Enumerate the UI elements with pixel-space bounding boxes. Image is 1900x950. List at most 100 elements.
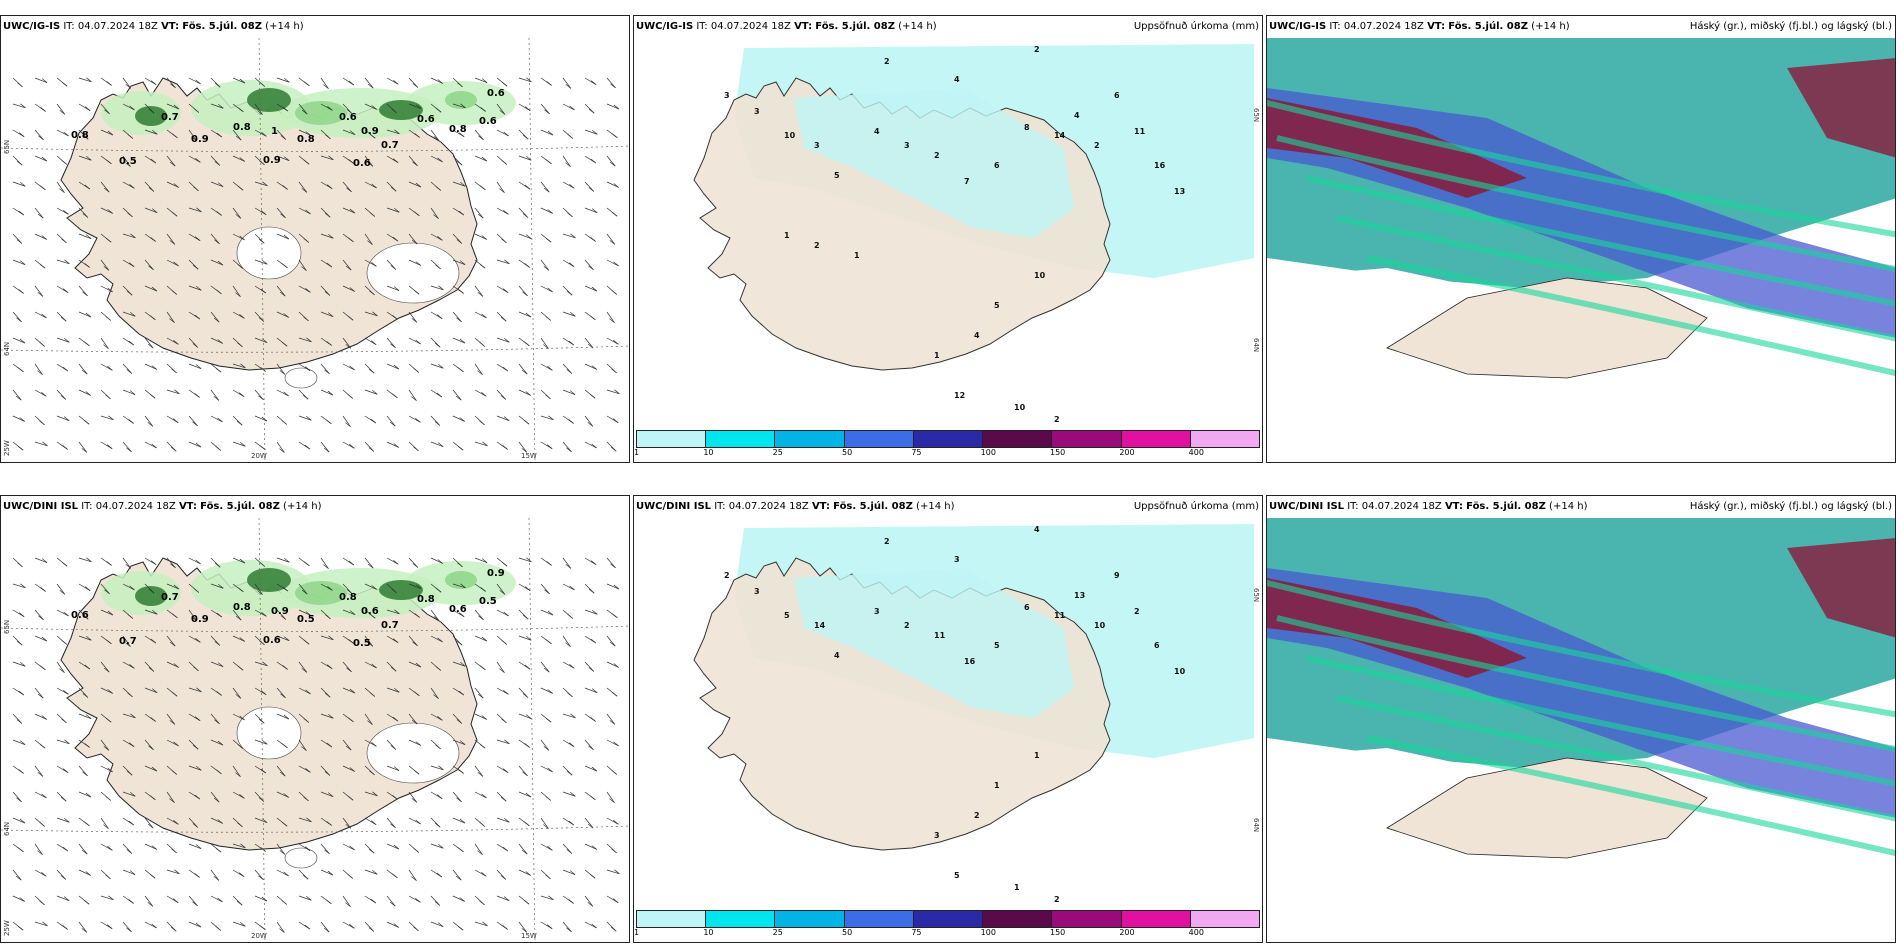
wind-barb-flag (326, 262, 333, 268)
wind-barb (496, 181, 505, 193)
wind-barb-flag (281, 821, 288, 827)
wind-barb-flag (306, 895, 312, 901)
wind-barb (364, 739, 377, 747)
glacier (366, 242, 460, 304)
wind-barb-flag (349, 130, 356, 135)
precip-value: 8 (1024, 123, 1030, 132)
wind-barb (34, 765, 44, 777)
wind-barb-flag (613, 261, 619, 267)
wind-barb-flag (569, 870, 576, 875)
wind-barb (540, 207, 553, 214)
wind-barb-flag (523, 899, 530, 905)
wind-barb-flag (590, 80, 597, 85)
wind-barb (584, 259, 594, 271)
wind-barb-flag (172, 418, 179, 423)
wind-barb (144, 363, 157, 370)
wind-barb-flag (173, 183, 180, 188)
wind-barb-flag (522, 693, 529, 698)
wind-barb-flag (370, 418, 377, 424)
wind-barb-flag (283, 234, 290, 240)
map-title: Uppsöfnuð úrkoma (mm) (1133, 21, 1259, 32)
wind-barb-flag (524, 743, 530, 748)
wind-barb-flag (191, 136, 197, 141)
wind-barb (496, 609, 509, 617)
wind-barb (56, 337, 70, 343)
wind-barb-flag (41, 235, 48, 240)
wind-barb (364, 311, 378, 317)
wind-barb (562, 583, 575, 591)
wind-barb (232, 635, 245, 642)
low-cloud (1787, 538, 1895, 638)
wind-barb (518, 389, 531, 396)
wind-barb (276, 363, 286, 375)
wind-barb-flag (390, 186, 397, 192)
wind-barb-flag (479, 900, 485, 906)
wind-barb-flag (415, 104, 422, 109)
precip-value: 6 (1154, 641, 1160, 650)
wind-barb-flag (283, 313, 290, 318)
wind-barb-flag (458, 847, 464, 853)
wind-barb (364, 77, 374, 89)
wind-barb (78, 441, 88, 453)
wind-barb-flag (108, 895, 114, 901)
wind-barb (518, 311, 532, 318)
wind-barb-flag (195, 364, 202, 369)
wind-barb-flag (258, 797, 265, 802)
precip-legend: 1 10 25 50 75 100 150 200 400 (634, 430, 1260, 458)
wind-barb (342, 687, 356, 694)
wind-barb-flag (459, 740, 466, 745)
wind-barb (100, 129, 114, 136)
wind-barb (78, 77, 92, 83)
wind-barb-flag (460, 181, 466, 187)
wind-barb-flag (19, 897, 26, 902)
wind-barb-flag (326, 899, 332, 905)
latitude-line (1, 625, 629, 632)
wind-barb-flag (436, 794, 443, 799)
wind-barb-flag (392, 236, 399, 242)
wind-barb (78, 921, 88, 933)
wind-barb (474, 233, 487, 240)
wind-barb (232, 921, 246, 927)
wind-barb-flag (504, 259, 510, 265)
wind-barb-flag (39, 822, 46, 827)
wind-barb-flag (543, 824, 549, 829)
wind-barb-flag (411, 239, 418, 245)
wind-barb-flag (149, 393, 156, 399)
wind-barb (452, 791, 462, 803)
wind-barb (56, 609, 69, 617)
wind-barb-flag (481, 235, 488, 240)
wind-barb-flag (107, 846, 113, 851)
wind-barb-flag (548, 895, 554, 901)
wind-barb-flag (413, 769, 420, 775)
wind-barb (518, 635, 532, 641)
wind-barb-flag (214, 719, 220, 725)
precip-value: 9 (1114, 571, 1120, 580)
wind-barb-flag (260, 847, 266, 852)
wind-barb (496, 103, 506, 115)
wind-barb-flag (546, 639, 552, 645)
wind-barb-flag (372, 389, 378, 395)
wind-barb-flag (173, 340, 179, 345)
wind-barb-flag (85, 792, 92, 798)
wind-barb (540, 687, 553, 694)
wind-barb-flag (150, 237, 156, 242)
wind-barb (298, 415, 312, 421)
wind-barb-flag (86, 155, 92, 161)
wind-barb (474, 791, 487, 799)
wind-barb (210, 233, 220, 245)
wind-barb-flag (282, 743, 288, 749)
wind-barb (584, 363, 597, 370)
humidity-value: 0.7 (119, 636, 137, 647)
wind-barb (430, 233, 443, 241)
wind-barb (122, 557, 132, 569)
wind-barb-flag (259, 562, 266, 567)
wind-barb (12, 661, 26, 667)
wind-barb (210, 739, 224, 746)
wind-barb-flag (457, 445, 464, 451)
wind-barb (606, 389, 620, 395)
wind-barb-flag (369, 770, 375, 776)
wind-barb-flag (174, 869, 180, 875)
wind-barb-flag (412, 161, 418, 167)
wind-barb-flag (279, 928, 285, 933)
wind-barb-flag (348, 560, 355, 566)
